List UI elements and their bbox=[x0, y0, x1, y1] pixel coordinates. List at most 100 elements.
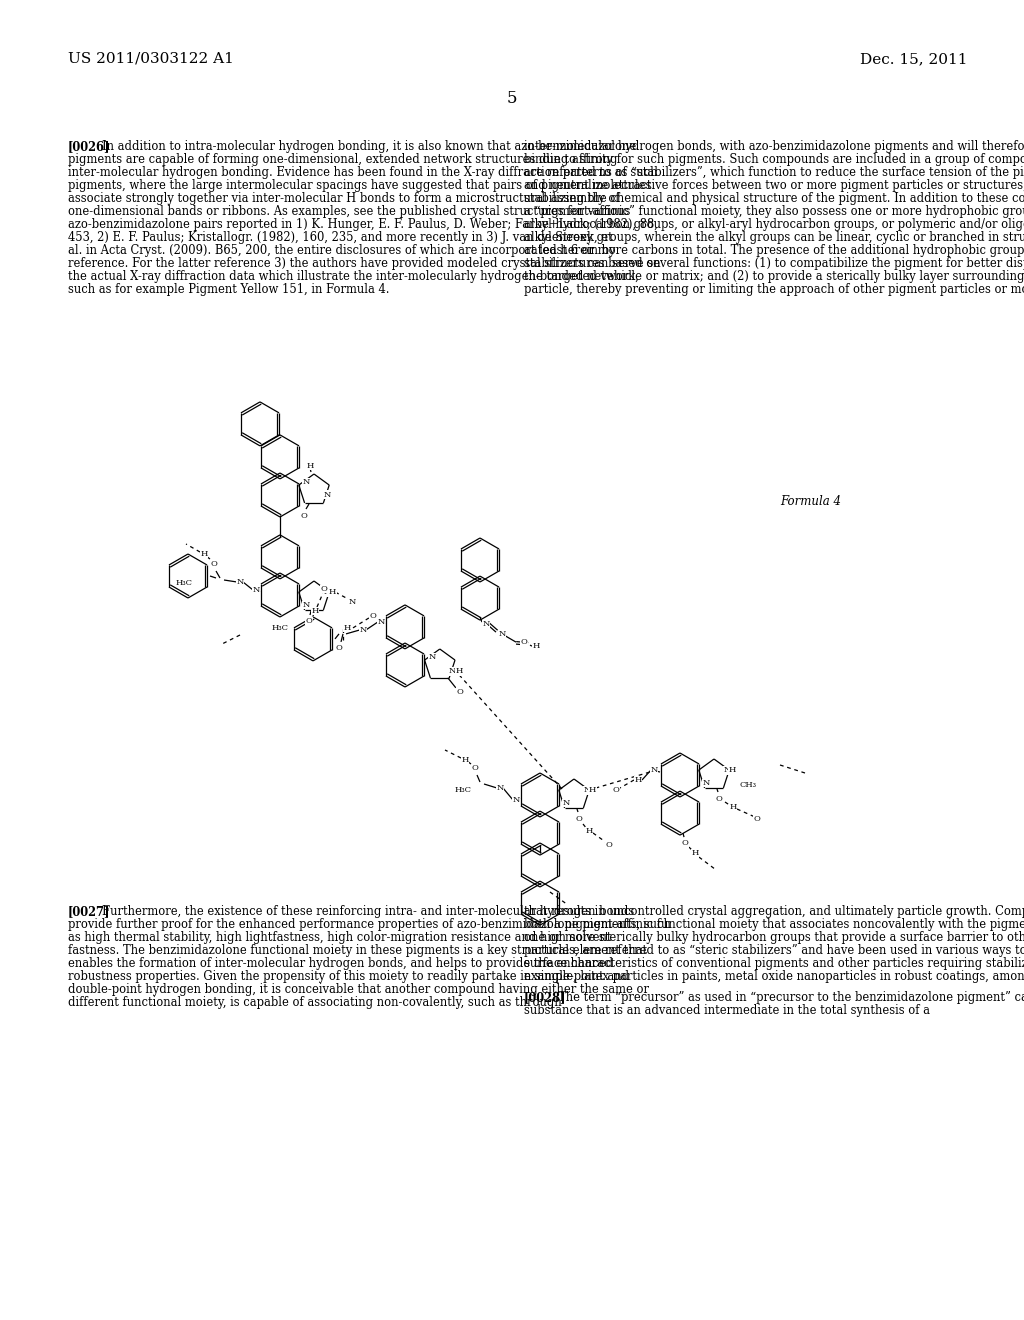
Text: H: H bbox=[201, 550, 208, 558]
Text: H: H bbox=[589, 787, 596, 795]
Text: [0027]: [0027] bbox=[68, 906, 111, 917]
Text: azo-benzimidazolone pairs reported in 1) K. Hunger, E. F. Paulus, D. Weber; Farb: azo-benzimidazolone pairs reported in 1)… bbox=[68, 218, 657, 231]
Text: both a pigment-affinic functional moiety that associates noncovalently with the : both a pigment-affinic functional moiety… bbox=[524, 917, 1024, 931]
Text: binding affinity for such pigments. Such compounds are included in a group of co: binding affinity for such pigments. Such… bbox=[524, 153, 1024, 166]
Text: H: H bbox=[306, 462, 313, 470]
Text: In addition to intra-molecular hydrogen bonding, it is also known that azo-benzi: In addition to intra-molecular hydrogen … bbox=[102, 140, 636, 153]
Text: N: N bbox=[449, 668, 457, 676]
Text: stabilizing the chemical and physical structure of the pigment. In addition to t: stabilizing the chemical and physical st… bbox=[524, 191, 1024, 205]
Text: N: N bbox=[302, 601, 309, 609]
Text: N: N bbox=[359, 626, 367, 634]
Text: reference. For the latter reference 3) the authors have provided modeled crystal: reference. For the latter reference 3) t… bbox=[68, 257, 660, 271]
Text: al. in Acta Cryst. (2009). B65, 200, the entire disclosures of which are incorpo: al. in Acta Cryst. (2009). B65, 200, the… bbox=[68, 244, 615, 257]
Text: N: N bbox=[349, 598, 356, 606]
Text: N: N bbox=[324, 589, 331, 597]
Text: one-dimensional bands or ribbons. As examples, see the published crystal structu: one-dimensional bands or ribbons. As exa… bbox=[68, 205, 631, 218]
Text: O: O bbox=[321, 585, 328, 593]
Text: one or more sterically bulky hydrocarbon groups that provide a surface barrier t: one or more sterically bulky hydrocarbon… bbox=[524, 931, 1024, 944]
Text: O: O bbox=[682, 840, 688, 847]
Text: a “pigment-affinic” functional moiety, they also possess one or more hydrophobic: a “pigment-affinic” functional moiety, t… bbox=[524, 205, 1024, 218]
Text: N: N bbox=[482, 620, 489, 628]
Text: inter-molecular hydrogen bonding. Evidence has been found in the X-ray diffracti: inter-molecular hydrogen bonding. Eviden… bbox=[68, 166, 657, 180]
Text: N: N bbox=[650, 766, 657, 774]
Text: pigments are capable of forming one-dimensional, extended network structures due: pigments are capable of forming one-dime… bbox=[68, 153, 617, 166]
Text: [0026]: [0026] bbox=[68, 140, 111, 153]
Text: double-point hydrogen bonding, it is conceivable that another compound having ei: double-point hydrogen bonding, it is con… bbox=[68, 983, 649, 997]
Text: N: N bbox=[723, 766, 730, 775]
Text: are referred to as “stabilizers”, which function to reduce the surface tension o: are referred to as “stabilizers”, which … bbox=[524, 166, 1024, 180]
Text: stabilizers can serve several functions: (1) to compatibilize the pigment for be: stabilizers can serve several functions:… bbox=[524, 257, 1024, 271]
Text: H: H bbox=[729, 766, 736, 775]
Text: Furthermore, the existence of these reinforcing intra- and inter-molecular hydro: Furthermore, the existence of these rein… bbox=[102, 906, 634, 917]
Text: O: O bbox=[575, 814, 583, 822]
Text: alkyl hydrocarbon groups, or alkyl-aryl hydrocarbon groups, or polymeric and/or : alkyl hydrocarbon groups, or alkyl-aryl … bbox=[524, 218, 1024, 231]
Text: H: H bbox=[532, 642, 540, 651]
Text: [0028]: [0028] bbox=[524, 991, 566, 1005]
Text: CH₃: CH₃ bbox=[739, 781, 757, 789]
Text: O: O bbox=[370, 612, 377, 620]
Text: O: O bbox=[211, 560, 217, 568]
Text: fastness. The benzimidazolone functional moiety in these pigments is a key struc: fastness. The benzimidazolone functional… bbox=[68, 944, 647, 957]
Text: N: N bbox=[252, 586, 260, 594]
Text: inter-molecular hydrogen bonds, with azo-benzimidazolone pigments and will there: inter-molecular hydrogen bonds, with azo… bbox=[524, 140, 1024, 153]
Text: O: O bbox=[520, 638, 527, 645]
Text: H: H bbox=[329, 589, 336, 597]
Text: N: N bbox=[583, 787, 591, 795]
Text: O: O bbox=[457, 688, 463, 696]
Text: 5: 5 bbox=[507, 90, 517, 107]
Text: pigments, where the large intermolecular spacings have suggested that pairs of p: pigments, where the large intermolecular… bbox=[68, 180, 651, 191]
Text: The term “precursor” as used in “precursor to the benzimidazolone pigment” can b: The term “precursor” as used in “precurs… bbox=[558, 991, 1024, 1005]
Text: H: H bbox=[691, 849, 698, 857]
Text: Formula 4: Formula 4 bbox=[780, 495, 841, 508]
Text: that results in uncontrolled crystal aggregation, and ultimately particle growth: that results in uncontrolled crystal agg… bbox=[524, 906, 1024, 917]
Text: O: O bbox=[754, 814, 761, 822]
Text: provide further proof for the enhanced performance properties of azo-benzimidazo: provide further proof for the enhanced p… bbox=[68, 917, 671, 931]
Text: O: O bbox=[716, 795, 723, 803]
Text: N: N bbox=[324, 491, 331, 499]
Text: H₃C: H₃C bbox=[176, 579, 193, 587]
Text: alkyleneoxy groups, wherein the alkyl groups can be linear, cyclic or branched i: alkyleneoxy groups, wherein the alkyl gr… bbox=[524, 231, 1024, 244]
Text: substance that is an advanced intermediate in the total synthesis of a: substance that is an advanced intermedia… bbox=[524, 1005, 930, 1016]
Text: different functional moiety, is capable of associating non-covalently, such as t: different functional moiety, is capable … bbox=[68, 997, 562, 1008]
Text: H: H bbox=[311, 607, 318, 615]
Text: N: N bbox=[237, 578, 244, 586]
Text: H: H bbox=[586, 828, 593, 836]
Text: H₃C: H₃C bbox=[455, 785, 472, 795]
Text: particle, thereby preventing or limiting the approach of other pigment particles: particle, thereby preventing or limiting… bbox=[524, 282, 1024, 296]
Text: N: N bbox=[302, 478, 309, 486]
Text: such as for example Pigment Yellow 151, in Formula 4.: such as for example Pigment Yellow 151, … bbox=[68, 282, 389, 296]
Text: N: N bbox=[497, 784, 504, 792]
Text: N: N bbox=[499, 630, 506, 638]
Text: O: O bbox=[336, 644, 342, 652]
Text: the targeted vehicle or matrix; and (2) to provide a sterically bulky layer surr: the targeted vehicle or matrix; and (2) … bbox=[524, 271, 1024, 282]
Text: enables the formation of inter-molecular hydrogen bonds, and helps to provide th: enables the formation of inter-molecular… bbox=[68, 957, 613, 970]
Text: N: N bbox=[512, 796, 520, 804]
Text: the actual X-ray diffraction data which illustrate the inter-molecularly hydroge: the actual X-ray diffraction data which … bbox=[68, 271, 639, 282]
Text: H₃C: H₃C bbox=[271, 624, 289, 632]
Text: robustness properties. Given the propensity of this moiety to readily partake in: robustness properties. Given the propens… bbox=[68, 970, 629, 983]
Text: O: O bbox=[612, 785, 620, 795]
Text: H: H bbox=[456, 668, 463, 676]
Text: particles, are referred to as “steric stabilizers” and have been used in various: particles, are referred to as “steric st… bbox=[524, 944, 1024, 957]
Text: N: N bbox=[562, 799, 569, 807]
Text: O: O bbox=[305, 616, 312, 624]
Text: O: O bbox=[472, 764, 478, 772]
Text: as high thermal stability, high lightfastness, high color-migration resistance a: as high thermal stability, high lightfas… bbox=[68, 931, 611, 944]
Text: US 2011/0303122 A1: US 2011/0303122 A1 bbox=[68, 51, 233, 66]
Text: H: H bbox=[729, 803, 736, 810]
Text: H: H bbox=[343, 624, 350, 632]
Text: associate strongly together via inter-molecular H bonds to form a microstructura: associate strongly together via inter-mo… bbox=[68, 191, 620, 205]
Text: N: N bbox=[702, 779, 710, 787]
Text: N: N bbox=[428, 653, 435, 661]
Text: example, latex particles in paints, metal oxide nanoparticles in robust coatings: example, latex particles in paints, meta… bbox=[524, 970, 1024, 983]
Text: N: N bbox=[377, 618, 385, 626]
Text: O: O bbox=[605, 841, 612, 849]
Text: and neutralize attractive forces between two or more pigment particles or struct: and neutralize attractive forces between… bbox=[524, 180, 1024, 191]
Text: H: H bbox=[462, 756, 469, 764]
Text: Dec. 15, 2011: Dec. 15, 2011 bbox=[860, 51, 968, 66]
Text: H: H bbox=[634, 776, 642, 784]
Text: surface characteristics of conventional pigments and other particles requiring s: surface characteristics of conventional … bbox=[524, 957, 1024, 970]
Text: 453, 2) E. F. Paulus; Kristallogr. (1982), 160, 235, and more recently in 3) J. : 453, 2) E. F. Paulus; Kristallogr. (1982… bbox=[68, 231, 612, 244]
Text: O: O bbox=[301, 512, 307, 520]
Text: at least 6 or more carbons in total. The presence of the additional hydrophobic : at least 6 or more carbons in total. The… bbox=[524, 244, 1024, 257]
